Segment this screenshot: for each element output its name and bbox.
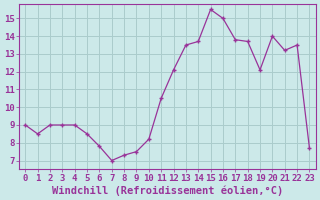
X-axis label: Windchill (Refroidissement éolien,°C): Windchill (Refroidissement éolien,°C) [52, 185, 283, 196]
